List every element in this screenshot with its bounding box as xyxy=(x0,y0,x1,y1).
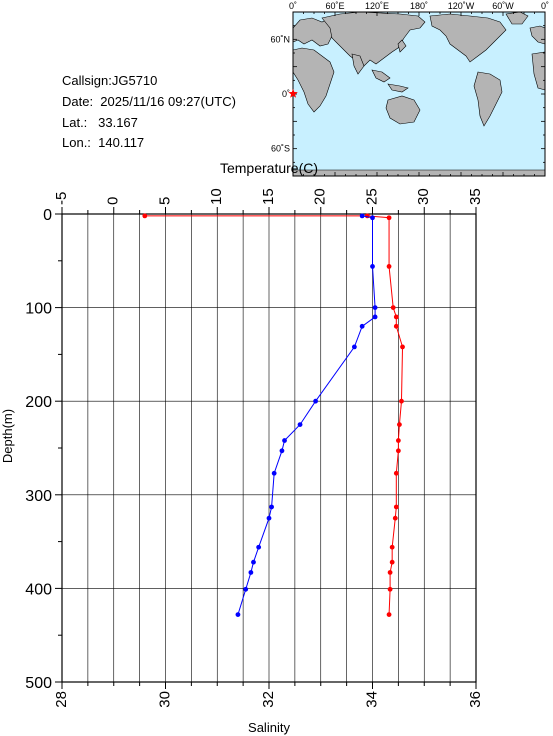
salinity-point xyxy=(248,570,254,575)
temperature-tick-label: 10 xyxy=(208,188,225,205)
salinity-point xyxy=(269,504,274,510)
temperature-tick-label: 20 xyxy=(312,188,329,205)
salinity-tick-label: 30 xyxy=(156,691,173,708)
salinity-point xyxy=(251,559,256,565)
temperature-point xyxy=(393,323,399,329)
map-latitude-label: 60˚S xyxy=(271,144,290,154)
map-longitude-label: 60˚W xyxy=(492,1,514,11)
temperature-tick-label: 35 xyxy=(467,188,484,205)
salinity-line xyxy=(237,215,376,615)
salinity-point xyxy=(359,323,365,329)
temperature-tick-label: 30 xyxy=(415,188,432,205)
depth-tick-label: 200 xyxy=(25,394,52,411)
temperature-point xyxy=(389,544,395,550)
depth-tick-label: 300 xyxy=(25,488,52,505)
map-latitude-label: 60˚N xyxy=(270,34,290,44)
salinity-point xyxy=(351,344,357,350)
temperature-point xyxy=(393,504,399,510)
temperature-point xyxy=(390,305,396,310)
map-latitude-label: 0˚ xyxy=(282,89,290,99)
temperature-point xyxy=(397,422,402,427)
temperature-point xyxy=(393,470,399,476)
salinity-tick-label: 28 xyxy=(53,691,70,708)
temperature-line xyxy=(144,215,404,615)
map-latitude-labels: 60˚N 0˚ 60˚S xyxy=(270,34,290,153)
salinity-point xyxy=(271,470,277,476)
temperature-point xyxy=(400,344,405,350)
salinity-point xyxy=(370,215,375,221)
temperature-point xyxy=(142,213,148,219)
map-longitude-label: 0˚ xyxy=(541,1,549,11)
salinity-point xyxy=(266,515,272,521)
temperature-point xyxy=(395,438,401,443)
salinity-point xyxy=(279,448,285,454)
latitude-text: Lat.: 33.167 xyxy=(62,115,138,130)
salinity-point xyxy=(359,213,365,219)
depth-axis-label: Depth(m) xyxy=(0,409,15,463)
temperature-tick-label: 15 xyxy=(260,188,277,205)
salinity-axis-label: Salinity xyxy=(248,720,290,735)
map-longitude-label: 120˚W xyxy=(448,1,475,11)
temperature-tick-label: -5 xyxy=(53,192,70,205)
depth-tick-labels: 0 100 200 300 400 500 xyxy=(25,207,52,692)
map-longitude-labels: 0˚ 60˚E 120˚E 180˚ 120˚W 60˚W 0˚ xyxy=(289,1,549,11)
temperature-tick-label: 5 xyxy=(156,197,173,205)
salinity-point xyxy=(235,612,241,618)
temperature-point xyxy=(393,314,399,320)
temperature-tick-label: 0 xyxy=(105,197,122,205)
salinity-tick-label: 36 xyxy=(467,691,484,708)
station-marker xyxy=(288,88,298,98)
temperature-point xyxy=(386,612,392,618)
longitude-text: Lon.: 140.117 xyxy=(62,135,145,150)
temperature-point xyxy=(399,398,404,404)
salinity-point xyxy=(297,422,303,427)
temperature-point xyxy=(389,559,395,565)
salinity-point xyxy=(313,398,318,404)
depth-tick-label: 500 xyxy=(25,675,52,692)
plot-grid xyxy=(61,213,477,683)
plot-ticks xyxy=(55,207,477,689)
temperature-tick-label: 25 xyxy=(363,188,380,205)
temperature-tick-labels: -5 0 5 10 15 20 25 30 35 xyxy=(53,188,484,205)
map-longitude-label: 0˚ xyxy=(289,1,297,11)
star-icon xyxy=(288,88,298,98)
temperature-point xyxy=(392,515,398,521)
salinity-point xyxy=(282,438,287,443)
salinity-tick-label: 32 xyxy=(260,691,277,708)
map-longitude-label: 60˚E xyxy=(325,1,344,11)
temperature-point xyxy=(395,448,401,454)
series-group xyxy=(142,213,405,618)
temperature-point xyxy=(387,586,393,592)
temperature-axis-label: Temperature(C) xyxy=(220,160,318,176)
depth-tick-label: 0 xyxy=(43,207,52,224)
salinity-tick-label: 34 xyxy=(363,691,380,708)
temperature-point xyxy=(386,264,392,269)
salinity-point xyxy=(256,544,262,550)
temperature-point xyxy=(386,215,392,221)
salinity-tick-labels: 28 30 32 34 36 xyxy=(53,691,484,708)
salinity-point xyxy=(372,305,378,310)
callsign-text: Callsign:JG5710 xyxy=(62,73,158,88)
map-longitude-label: 180˚ xyxy=(410,1,428,11)
world-map: 0˚ 60˚E 120˚E 180˚ 120˚W 60˚W 0˚ 60˚N 0˚ 60˚S xyxy=(270,1,549,177)
salinity-point xyxy=(243,586,249,592)
map-longitude-label: 120˚E xyxy=(365,1,389,11)
date-text: Date: 2025/11/16 09:27(UTC) xyxy=(62,94,236,109)
depth-tick-label: 100 xyxy=(25,301,52,318)
salinity-point xyxy=(370,264,375,269)
depth-tick-label: 400 xyxy=(25,581,52,598)
map-ticks xyxy=(292,11,546,177)
salinity-point xyxy=(372,314,378,320)
temperature-point xyxy=(387,570,393,575)
